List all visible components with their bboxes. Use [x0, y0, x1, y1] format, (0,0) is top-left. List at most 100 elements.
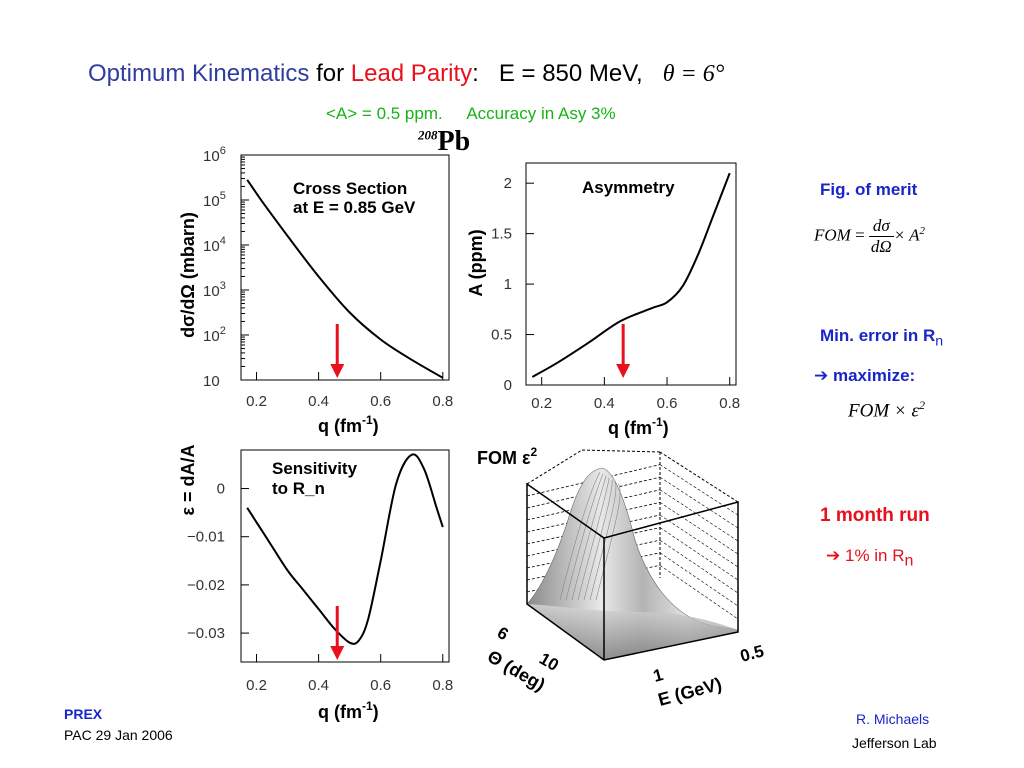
cross-section-chart: 10 102 103 104 105 106 0.2 0.4 0.6 0.8 Cross Sect… — [178, 145, 453, 436]
sensitivity-ytick-label: −0.02 — [187, 577, 225, 594]
cross-section-xtick-label: 0.4 — [308, 393, 329, 410]
run-result: ➔ 1% in Rn — [826, 546, 914, 570]
fom-box-back-top2 — [581, 449, 661, 453]
sensitivity-ytick-label: −0.01 — [187, 529, 225, 546]
nucleus-label: 208Pb — [418, 126, 470, 158]
cross-section-ytick-label: 10 — [203, 373, 220, 390]
sensitivity-frame — [240, 449, 450, 663]
cross-section-ytick-label: 104 — [203, 235, 226, 255]
nucleus-symbol: Pb — [437, 126, 471, 157]
asymmetry-xtick-label: 0.8 — [719, 395, 740, 412]
subtitle: <A> = 0.5 ppm. Accuracy in Asy 3% — [326, 104, 616, 124]
arrow-icon-2: ➔ — [826, 546, 841, 565]
fom-gridline-right — [659, 527, 739, 581]
sensitivity-ylabel: ε = dA/A — [178, 444, 198, 515]
fig-of-merit-label: Fig. of merit — [820, 180, 918, 199]
cross-section-title-line2: at E = 0.85 GeV — [293, 198, 416, 217]
subtitle-accuracy: Accuracy in Asy 3% — [466, 104, 616, 123]
fom-gridline-right — [659, 476, 739, 529]
sensitivity-marker-arrow — [330, 606, 345, 660]
title-lead-parity: Lead Parity — [350, 60, 473, 87]
sensitivity-xtick-label: 0.4 — [308, 677, 329, 694]
arrow-icon: ➔ — [814, 366, 829, 385]
footer-pac: PAC 29 Jan 2006 — [64, 727, 173, 743]
footer-author: R. Michaels — [856, 711, 930, 727]
fom-ridge-line — [565, 473, 604, 601]
asymmetry-xtick-label: 0.2 — [531, 395, 552, 412]
sensitivity-curve — [246, 453, 444, 645]
cross-section-curve — [246, 179, 444, 379]
cross-section-xtick-label: 0.8 — [432, 393, 453, 410]
cross-section-marker-arrow — [330, 324, 345, 378]
cross-section-frame — [240, 154, 450, 381]
asymmetry-marker-arrow — [616, 324, 631, 378]
fom-ridge-line — [559, 471, 601, 601]
asymmetry-ytick-label: 2 — [504, 175, 512, 192]
cross-section-arrow-head — [330, 364, 345, 378]
asymmetry-ytick-label: 1.5 — [491, 226, 512, 243]
asymmetry-title: Asymmetry — [582, 178, 675, 197]
title-optimum: Optimum Kinematics — [88, 60, 310, 87]
sensitivity-xlabel: q (fm-1) — [318, 699, 379, 722]
fom-surface-floor — [527, 604, 738, 660]
asymmetry-xtick-label: 0.4 — [594, 395, 615, 412]
min-error-label: Min. error in Rn — [820, 326, 944, 350]
fom-box-right-top — [659, 451, 739, 503]
footer-lab: Jefferson Lab — [852, 735, 937, 751]
fom-theta-tick-6: 6 — [494, 623, 512, 644]
subtitle-asym: <A> = 0.5 ppm. — [326, 104, 443, 123]
fom-box-back-top — [526, 449, 583, 485]
title-theta: θ = 6° — [662, 61, 725, 87]
asymmetry-ytick-label: 0.5 — [491, 327, 512, 344]
fom-energy-axis-label: E (GeV) — [656, 674, 724, 710]
fom-gridline-right — [659, 514, 739, 568]
fom-ridge-line — [589, 481, 617, 601]
fom-gridline-right — [659, 552, 739, 607]
fom-surface-ridges — [559, 471, 621, 601]
sensitivity-ytick-label: 0 — [217, 481, 225, 498]
cross-section-ytick-label: 102 — [203, 325, 226, 345]
fom-ridge-line — [577, 477, 610, 601]
fom-formula: FOM = dσ dΩ × A2 — [814, 216, 926, 256]
sensitivity-arrow-head — [330, 646, 345, 660]
fom-energy-tick-1: 1 — [651, 665, 665, 686]
fom-ridge-line — [595, 483, 621, 601]
fom-gridline — [526, 464, 661, 497]
title-for: for — [316, 60, 345, 87]
asymmetry-ytick-label: 0 — [504, 377, 512, 394]
asymmetry-ytick-label: 1 — [504, 276, 512, 293]
sensitivity-title-line2: to R_n — [272, 479, 325, 498]
cross-section-ytick-label: 105 — [203, 190, 226, 210]
cross-section-xtick-label: 0.2 — [246, 393, 267, 410]
fom-surface-chart: FOM ε2 6 10 Θ (deg) 1 0.5 E (GeV) — [477, 445, 766, 710]
fom-gridline — [526, 476, 661, 509]
fom-theta-axis-label: Θ (deg) — [484, 646, 549, 695]
asymmetry-frame — [525, 162, 737, 386]
title-energy: E = 850 MeV, — [498, 60, 643, 87]
fom-theta-tick-10: 10 — [536, 649, 562, 675]
cross-section-xtick-label: 0.6 — [370, 393, 391, 410]
fom-ridge-line — [583, 479, 613, 601]
fom-epsilon-formula: FOM × ε2 — [848, 398, 925, 422]
asymmetry-chart: 00.511.520.2 0.4 0.6 0.8 Asymmetry A (ppm) … — [466, 162, 740, 438]
cross-section-ytick-label: 103 — [203, 280, 226, 300]
asymmetry-ylabel: A (ppm) — [466, 229, 486, 296]
nucleus-mass: 208 — [418, 127, 438, 143]
title-colon: : — [472, 60, 479, 87]
sensitivity-title-line1: Sensitivity — [272, 459, 358, 478]
sensitivity-xtick-label: 0.6 — [370, 677, 391, 694]
sensitivity-ytick-label: −0.03 — [187, 625, 225, 642]
cross-section-title-line1: Cross Section — [293, 179, 407, 198]
fom-gridline — [526, 514, 661, 545]
asymmetry-xtick-label: 0.6 — [657, 395, 678, 412]
asymmetry-ticks: 0 0.5 1 1.5 2 0.2 0.4 0.6 0.8 — [491, 175, 740, 412]
sensitivity-xtick-label: 0.8 — [432, 677, 453, 694]
fom-ridge-line — [571, 475, 607, 601]
fom-gridline — [526, 489, 661, 521]
fom-gridline-right — [659, 489, 739, 542]
fom-energy-tick-05: 0.5 — [738, 641, 766, 665]
cross-section-ticks: 10 102 103 104 105 106 0.2 0.4 0.6 0.8 — [203, 145, 453, 410]
maximize-label: ➔ maximize: — [814, 366, 916, 385]
fom-gridline-right — [659, 565, 739, 620]
